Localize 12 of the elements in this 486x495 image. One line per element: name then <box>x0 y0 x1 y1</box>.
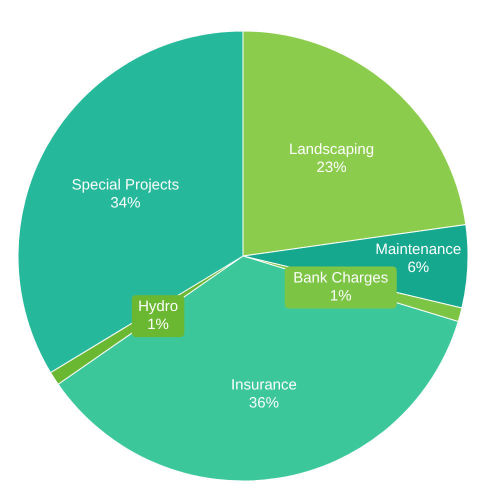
slice-label: Hydro <box>138 298 178 316</box>
data-label: 23% <box>316 159 347 176</box>
data-label: 1% <box>147 316 169 334</box>
slice-label: Maintenance <box>375 241 462 258</box>
data-label: 6% <box>407 259 430 276</box>
data-label: 1% <box>330 287 352 304</box>
slice-label: Bank Charges <box>293 269 388 286</box>
data-label: 34% <box>110 194 140 212</box>
slice-label: Insurance <box>230 376 297 394</box>
slice-label: Special Projects <box>72 176 180 194</box>
data-label: 36% <box>248 394 279 412</box>
slice-label: Landscaping <box>289 141 374 158</box>
